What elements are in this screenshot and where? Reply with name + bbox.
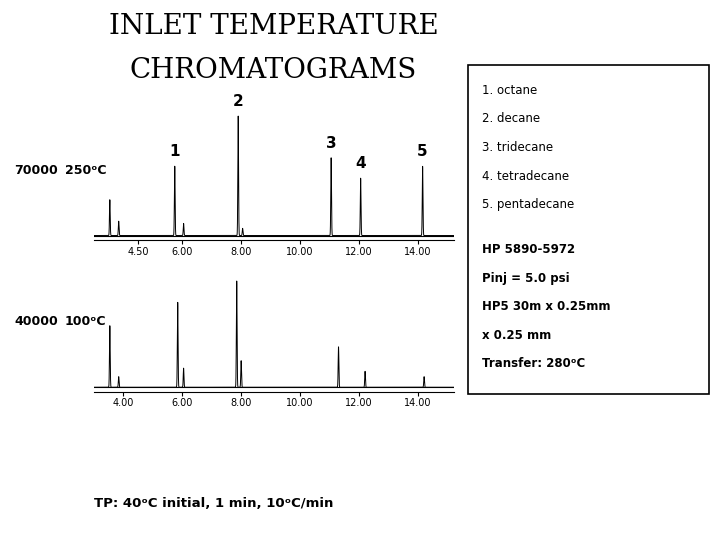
- Text: 3: 3: [326, 136, 336, 151]
- Text: x 0.25 mm: x 0.25 mm: [482, 329, 552, 342]
- Text: 70000: 70000: [14, 164, 58, 177]
- Text: 5. pentadecane: 5. pentadecane: [482, 198, 575, 211]
- Text: 4: 4: [356, 156, 366, 171]
- Text: 2. decane: 2. decane: [482, 112, 541, 125]
- Text: 4. tetradecane: 4. tetradecane: [482, 170, 570, 183]
- Text: 1. octane: 1. octane: [482, 84, 538, 97]
- Text: 2: 2: [233, 94, 243, 109]
- Text: HP 5890-5972: HP 5890-5972: [482, 243, 575, 256]
- Text: Transfer: 280ᵒC: Transfer: 280ᵒC: [482, 357, 585, 370]
- Text: TP: 40ᵒC initial, 1 min, 10ᵒC/min: TP: 40ᵒC initial, 1 min, 10ᵒC/min: [94, 497, 333, 510]
- Text: Pinj = 5.0 psi: Pinj = 5.0 psi: [482, 272, 570, 285]
- Text: INLET TEMPERATURE: INLET TEMPERATURE: [109, 14, 438, 40]
- Text: 40000: 40000: [14, 315, 58, 328]
- Text: 250ᵒC: 250ᵒC: [65, 164, 107, 177]
- Text: 1: 1: [169, 144, 180, 159]
- Text: 5: 5: [418, 144, 428, 159]
- Text: 3. tridecane: 3. tridecane: [482, 141, 554, 154]
- Text: CHROMATOGRAMS: CHROMATOGRAMS: [130, 57, 417, 84]
- Text: HP5 30m x 0.25mm: HP5 30m x 0.25mm: [482, 300, 611, 313]
- Text: 100ᵒC: 100ᵒC: [65, 315, 107, 328]
